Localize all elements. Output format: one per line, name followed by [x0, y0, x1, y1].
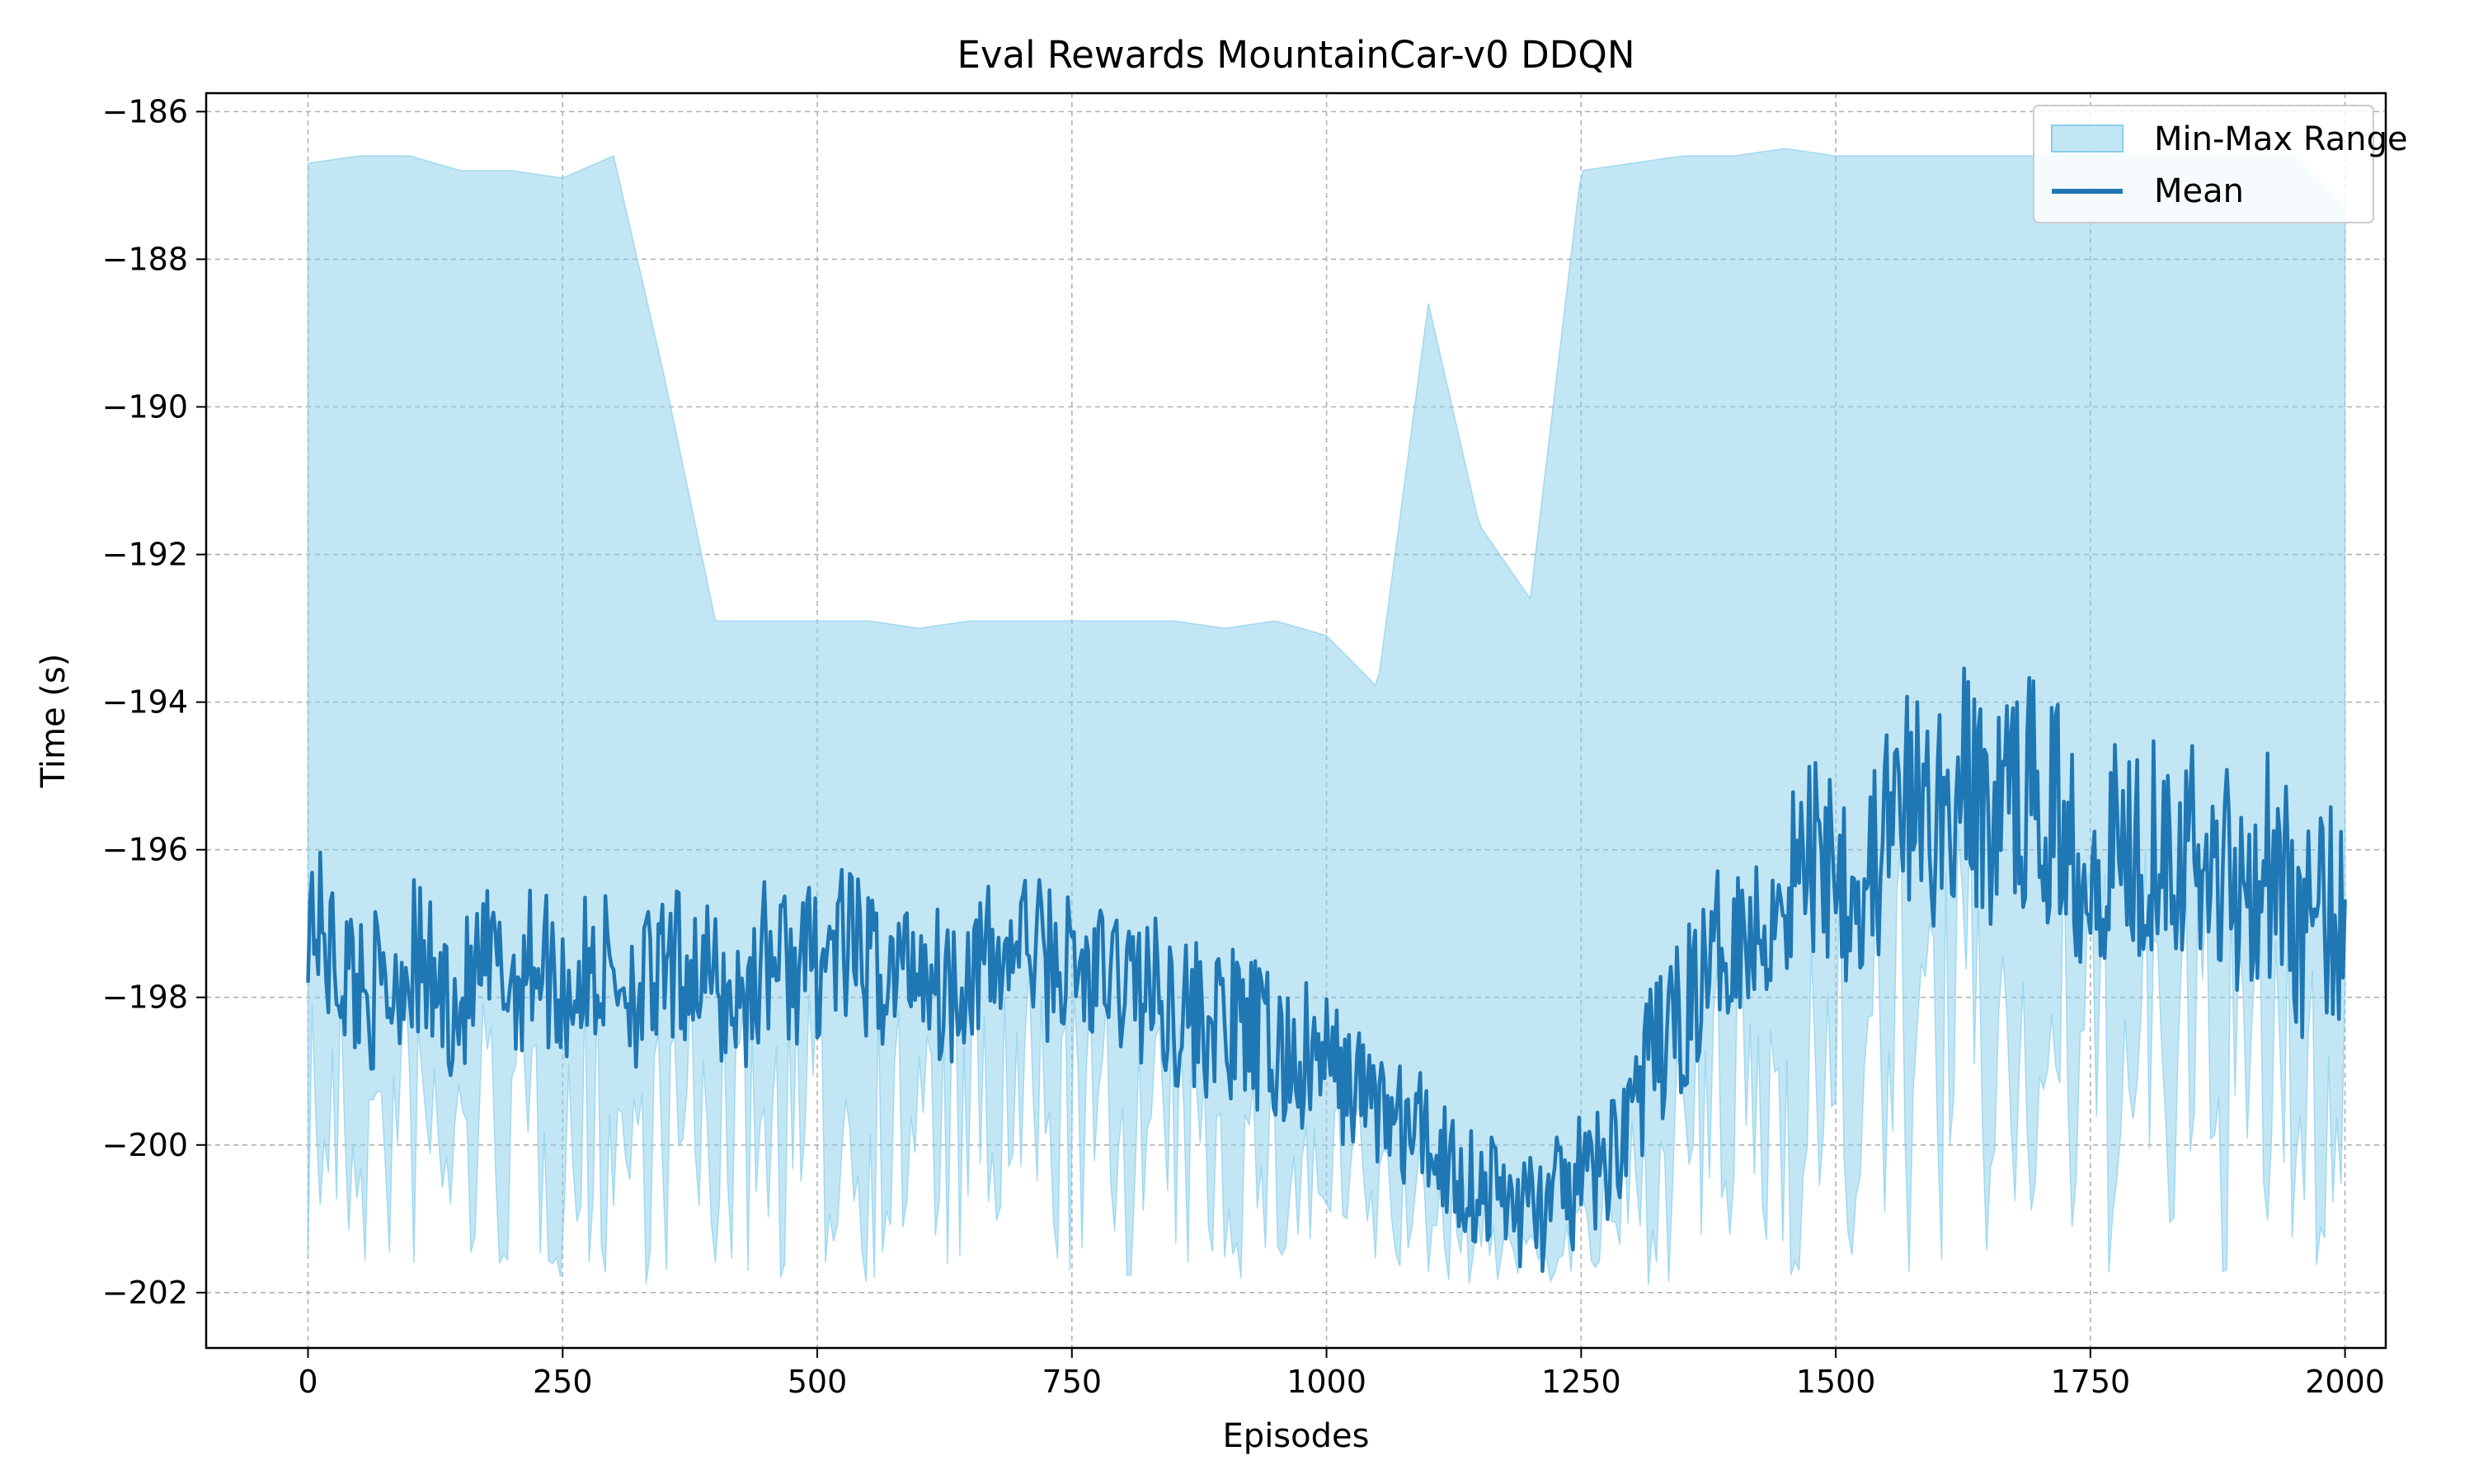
- x-tick-label: 750: [1042, 1364, 1103, 1400]
- y-tick-label: −202: [102, 1275, 188, 1311]
- x-tick-label: 0: [298, 1364, 317, 1400]
- y-tick-label: −194: [102, 684, 188, 721]
- min-max-range-band: [307, 148, 2346, 1285]
- x-tick-label: 500: [788, 1364, 848, 1400]
- y-axis-label: Time (s): [35, 654, 73, 789]
- y-tick-label: −198: [102, 979, 188, 1016]
- y-tick-label: −196: [102, 832, 188, 868]
- plot-frame: [205, 92, 2387, 1350]
- y-tick-label: −190: [102, 389, 188, 425]
- mean-line: [306, 666, 2347, 1273]
- plot-area: [306, 148, 2347, 1285]
- legend-item-mean: Mean: [2154, 172, 2244, 210]
- x-tick-label: 1750: [2050, 1364, 2130, 1400]
- min-max-range-area: [307, 148, 2346, 1285]
- axis-ticks: 0 250 500 750 1000 1250 1500 1750 2000 −202 −200 −1…: [102, 93, 2385, 1400]
- y-tick-label: −200: [102, 1127, 188, 1163]
- chart-title: Eval Rewards MountainCar-v0 DDQN: [957, 33, 1634, 77]
- x-tick-label: 1000: [1286, 1364, 1366, 1400]
- legend: Min-Max Range Mean: [2033, 105, 2408, 223]
- x-tick-label: 2000: [2305, 1364, 2385, 1400]
- y-tick-label: −192: [102, 537, 188, 573]
- x-tick-label: 1250: [1541, 1364, 1621, 1400]
- x-tick-label: 1500: [1796, 1364, 1876, 1400]
- x-axis-label: Episodes: [1223, 1417, 1370, 1455]
- y-tick-label: −188: [102, 241, 188, 277]
- x-tick-label: 250: [533, 1364, 593, 1400]
- legend-area-swatch: [2051, 124, 2124, 153]
- y-tick-label: −186: [102, 93, 188, 129]
- legend-item-min-max-range: Min-Max Range: [2154, 120, 2408, 158]
